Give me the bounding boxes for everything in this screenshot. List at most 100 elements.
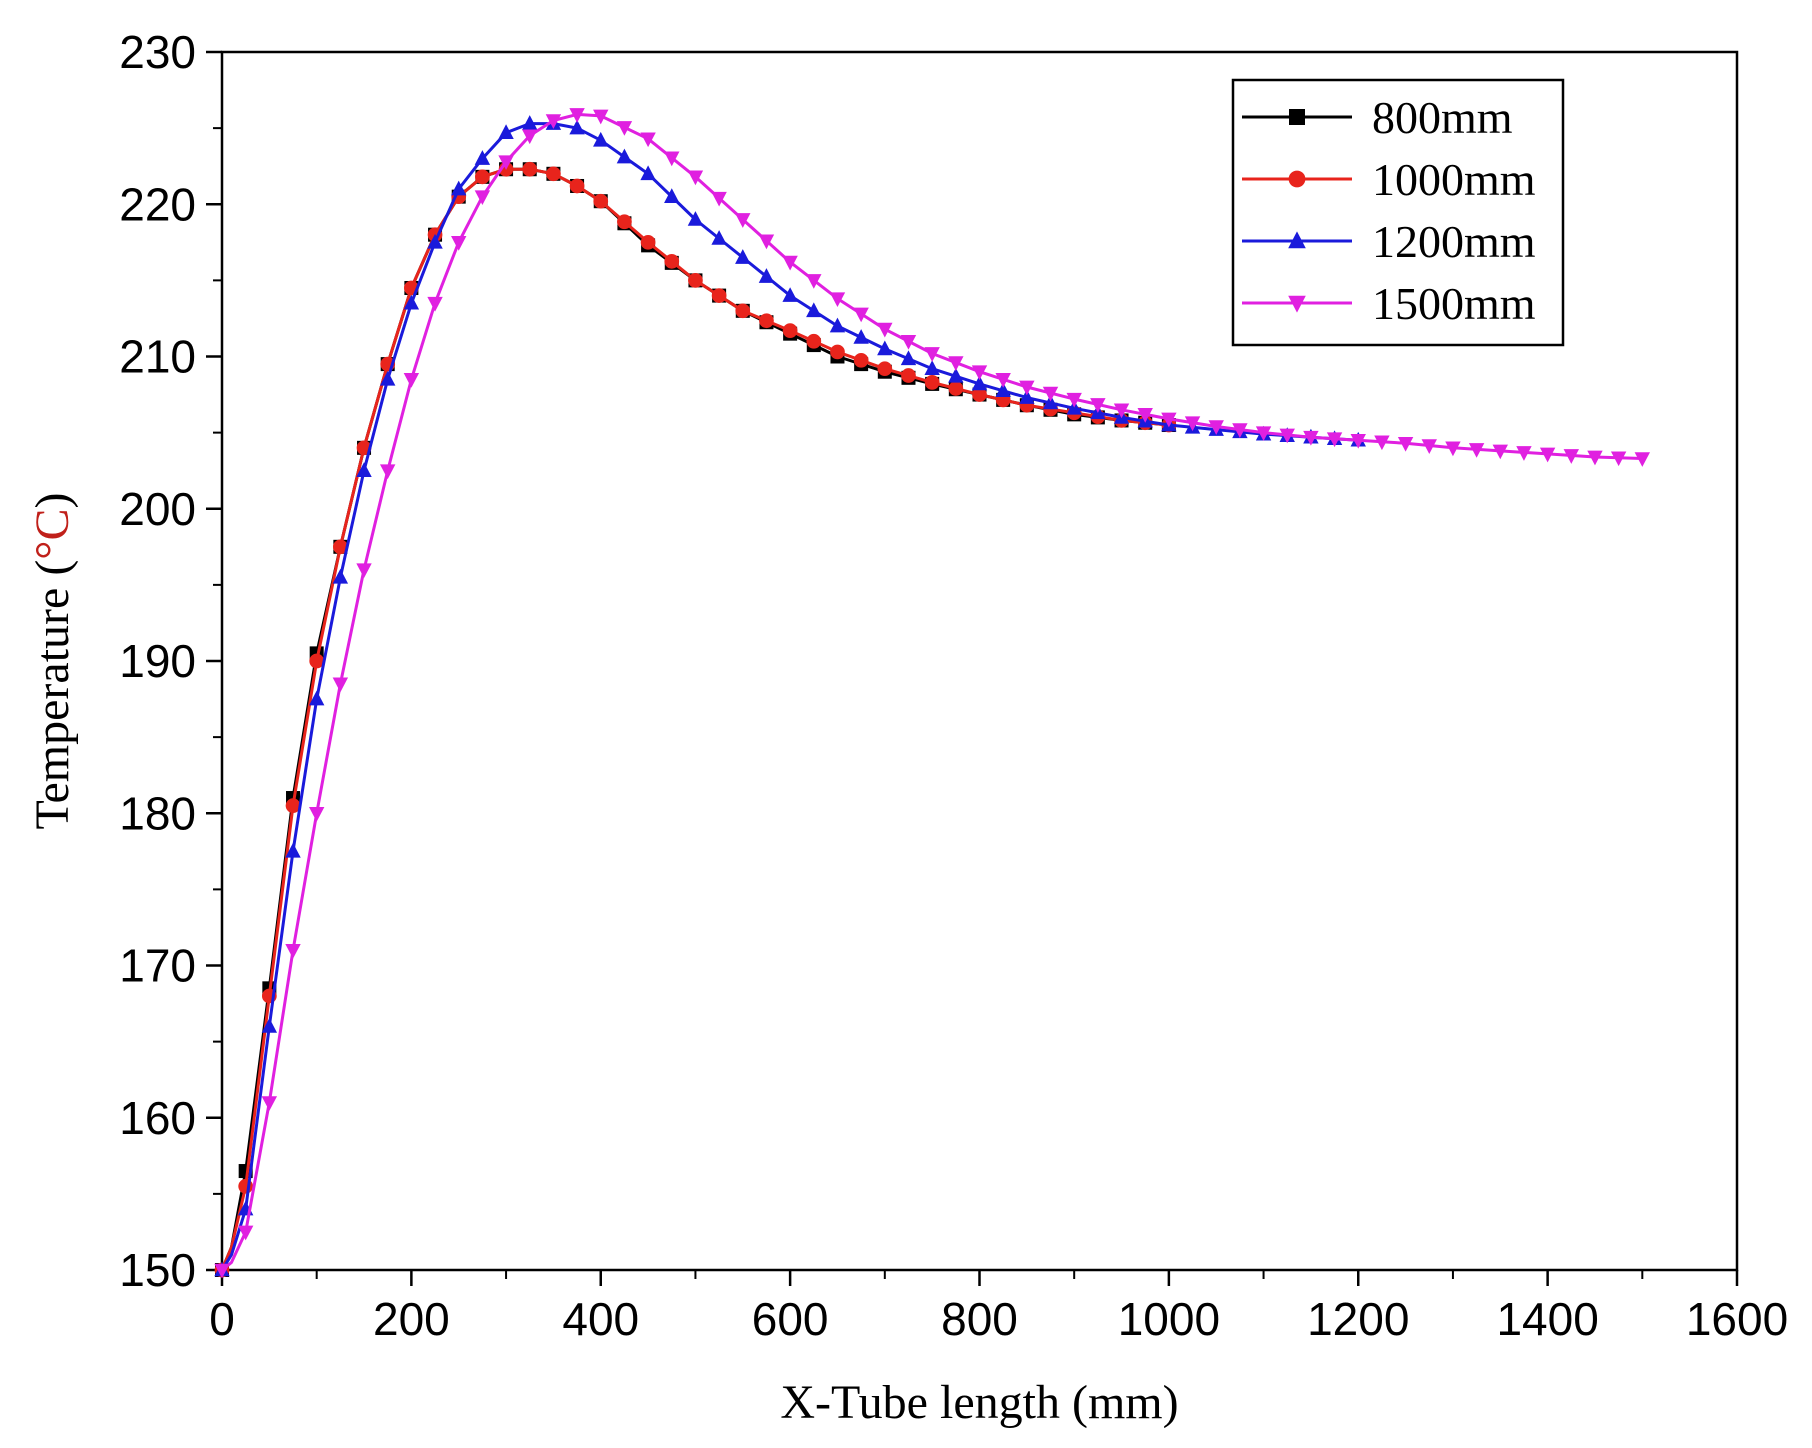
data-point-marker [1042, 394, 1059, 410]
y-tick-label: 150 [119, 1244, 196, 1296]
legend-label: 800mm [1372, 92, 1513, 143]
legend-label: 1500mm [1372, 278, 1536, 329]
data-point-marker [782, 287, 798, 302]
data-point-marker [522, 129, 538, 145]
data-point-marker [640, 234, 656, 250]
data-point-marker [1516, 446, 1532, 461]
data-point-marker [1113, 403, 1130, 419]
data-point-marker [711, 288, 727, 303]
data-point-marker [1161, 412, 1177, 428]
data-point-marker [1610, 451, 1627, 467]
y-axis-title-unit: °C [26, 508, 79, 559]
y-axis-title-prefix: Temperature ( [26, 560, 79, 830]
data-point-marker [735, 303, 751, 319]
data-point-marker [972, 387, 987, 402]
data-point-marker [308, 690, 325, 706]
data-point-marker [285, 798, 301, 813]
data-point-marker [380, 464, 396, 480]
x-tick-labels: 0 200 400 600 800 1000 1200 1400 1600 [209, 1293, 1788, 1345]
legend-label: 1000mm [1372, 154, 1536, 205]
data-point-marker [569, 119, 585, 135]
data-point-marker [285, 842, 301, 858]
data-point-marker [617, 214, 632, 230]
x-tick-label: 800 [941, 1293, 1018, 1345]
data-point-marker [593, 109, 609, 125]
y-tick-label: 190 [119, 635, 196, 687]
data-point-marker [688, 273, 703, 288]
data-point-marker [308, 806, 325, 822]
x-tick-label: 200 [373, 1293, 450, 1345]
data-point-marker [569, 108, 585, 123]
data-point-marker [1090, 398, 1106, 413]
data-point-marker [1279, 428, 1295, 444]
y-tick-label: 210 [119, 331, 196, 383]
data-point-marker [829, 292, 846, 308]
series-line [220, 167, 1170, 1271]
data-point-marker [427, 233, 443, 249]
data-point-marker [877, 361, 893, 377]
data-point-marker [711, 230, 727, 245]
data-point-marker [853, 352, 869, 368]
data-point-marker [427, 296, 443, 312]
data-point-marker [687, 170, 704, 186]
data-point-marker [877, 322, 893, 338]
data-point-marker [451, 236, 467, 251]
data-point-marker [640, 132, 656, 148]
data-point-marker [758, 234, 775, 250]
x-tick-label: 1000 [1118, 1293, 1220, 1345]
x-tick-label: 600 [752, 1293, 829, 1345]
data-point-marker [1042, 386, 1059, 402]
legend-label: 1200mm [1372, 216, 1536, 267]
series-layer [214, 108, 1651, 1279]
data-point-marker [1445, 441, 1461, 457]
data-point-marker [1374, 435, 1390, 451]
y-tick-label: 230 [119, 26, 196, 78]
data-point-marker [782, 255, 798, 271]
data-point-marker [900, 334, 917, 350]
data-point-marker [616, 148, 633, 164]
data-point-marker [877, 340, 893, 356]
data-point-marker [1208, 420, 1224, 435]
series-1000mm [214, 161, 1177, 1278]
data-point-marker [664, 151, 680, 167]
data-point-marker [1288, 231, 1306, 249]
data-point-marker [1397, 436, 1414, 452]
data-point-marker [545, 114, 562, 129]
data-point-marker [356, 462, 372, 477]
data-point-marker [735, 213, 751, 228]
data-point-marker [237, 1225, 254, 1241]
data-point-marker [522, 161, 538, 177]
data-point-marker [1468, 443, 1485, 458]
data-point-marker [806, 274, 822, 289]
series-line [220, 167, 1170, 1271]
data-point-marker [1563, 449, 1579, 464]
data-point-marker [687, 211, 704, 226]
data-point-marker [309, 653, 325, 669]
data-point-marker [640, 165, 656, 181]
data-point-marker [1289, 109, 1305, 125]
data-point-marker [664, 253, 680, 269]
data-point-marker [356, 563, 372, 579]
x-tick-label: 400 [562, 1293, 639, 1345]
data-point-marker [995, 382, 1011, 398]
data-point-marker [1019, 389, 1035, 404]
data-point-marker [830, 344, 845, 360]
legend-item: 800mm [1242, 92, 1513, 143]
data-point-marker [1255, 426, 1272, 442]
data-point-marker [924, 347, 940, 362]
data-point-marker [924, 360, 940, 375]
data-point-marker [758, 268, 775, 283]
y-axis-title-suffix: ) [26, 492, 79, 508]
x-tick-label: 0 [209, 1293, 235, 1345]
legend-item: 1200mm [1242, 216, 1536, 267]
y-tick-label: 220 [119, 178, 196, 230]
data-point-marker [546, 166, 561, 182]
data-point-marker [333, 539, 348, 555]
data-point-marker [522, 115, 538, 130]
data-point-marker [948, 381, 964, 396]
x-axis-title: X-Tube length (mm) [780, 1376, 1178, 1429]
data-point-marker [332, 568, 349, 584]
data-point-marker [711, 191, 727, 207]
legend-item: 1500mm [1242, 278, 1536, 329]
